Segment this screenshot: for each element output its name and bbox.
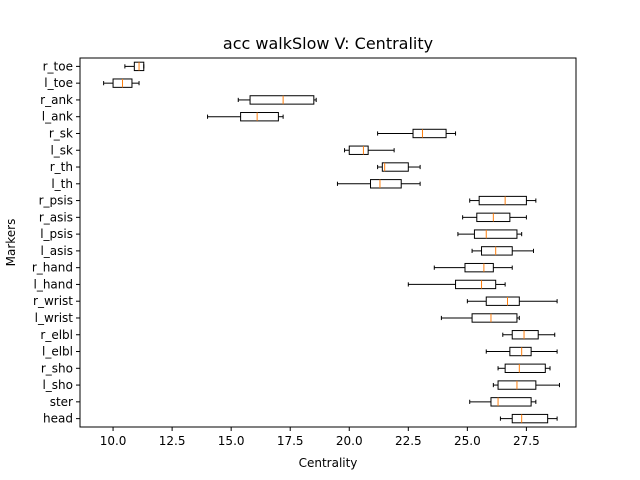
y-tick-label: r_sk: [49, 126, 73, 140]
box-l_toe: [103, 78, 140, 88]
box-iqr: [381, 162, 409, 172]
box-iqr: [485, 296, 520, 306]
x-tick-label: 27.5: [513, 434, 540, 448]
box-iqr: [455, 279, 497, 290]
y-tick-label: l_wrist: [35, 311, 74, 325]
box-ster: [469, 397, 537, 407]
box-iqr: [471, 313, 518, 323]
y-tick-label: r_hand: [32, 261, 73, 275]
box-l_asis: [471, 246, 534, 256]
box-iqr: [412, 128, 447, 139]
y-tick-label: l_sk: [50, 143, 73, 157]
y-tick-label: ster: [50, 395, 73, 409]
box-r_th: [377, 162, 421, 172]
x-tick-label: 22.5: [395, 434, 422, 448]
box-l_elbl: [485, 346, 558, 357]
x-tick-label: 10.0: [100, 434, 127, 448]
box-r_sho: [497, 363, 551, 373]
y-tick-label: head: [43, 412, 73, 426]
box-r_elbl: [502, 330, 556, 340]
box-r_psis: [469, 195, 537, 206]
box-iqr: [490, 397, 532, 407]
plot-frame: [79, 57, 577, 428]
y-tick-label: l_th: [51, 177, 73, 191]
box-iqr: [464, 262, 494, 273]
y-tick-label: l_sho: [42, 378, 73, 392]
x-tick-label: 20.0: [336, 434, 363, 448]
box-iqr: [509, 346, 532, 357]
y-tick-label: l_hand: [33, 277, 73, 291]
y-tick-label: l_toe: [44, 76, 73, 90]
x-axis-ticks: 10.0 12.5 15.0 17.5 20.0 22.5 25.0 27.5: [100, 427, 540, 448]
box-l_hand: [407, 279, 506, 290]
box-l_sk: [344, 145, 395, 155]
box-iqr: [504, 363, 546, 373]
y-axis-label: Markers: [4, 219, 18, 267]
y-tick-label: r_sho: [41, 361, 73, 375]
y-tick-label: r_asis: [39, 210, 73, 224]
y-axis-ticks: r_toe l_toe r_ank l_ank r_sk l_sk r_th l_th r_ps…: [32, 59, 80, 426]
x-tick-label: 15.0: [218, 434, 245, 448]
box-iqr: [473, 229, 518, 239]
box-l_ank: [207, 112, 284, 122]
box-iqr: [511, 330, 539, 340]
box-l_th: [336, 179, 421, 189]
box-iqr: [348, 145, 369, 155]
box-r_ank: [237, 95, 317, 105]
box-l_psis: [457, 229, 523, 239]
box-iqr: [478, 195, 527, 206]
box-r_toe: [124, 61, 145, 72]
box-r_hand: [433, 262, 513, 273]
y-tick-label: l_ank: [42, 110, 73, 124]
y-tick-label: r_th: [50, 160, 73, 174]
box-l_sho: [492, 380, 560, 390]
box-iqr: [370, 179, 402, 189]
box-iqr: [249, 95, 315, 105]
y-tick-label: l_asis: [40, 244, 73, 258]
box-r_wrist: [466, 296, 558, 306]
chart-title: acc walkSlow V: Centrality: [223, 34, 433, 53]
plot-marks: [103, 61, 560, 424]
box-l_wrist: [440, 313, 520, 323]
y-tick-label: r_psis: [39, 194, 73, 208]
box-head: [499, 413, 558, 424]
x-tick-label: 12.5: [159, 434, 186, 448]
y-tick-label: r_elbl: [40, 328, 73, 342]
x-tick-label: 17.5: [277, 434, 304, 448]
y-tick-label: r_ank: [40, 93, 73, 107]
y-tick-label: l_psis: [40, 227, 73, 241]
x-axis-label: Centrality: [299, 456, 358, 470]
y-tick-label: r_wrist: [33, 294, 73, 308]
box-r_sk: [377, 128, 457, 139]
box-iqr: [240, 112, 279, 122]
y-tick-label: l_elbl: [42, 345, 73, 359]
box-r_asis: [462, 212, 527, 223]
y-tick-label: r_toe: [43, 59, 73, 73]
x-tick-label: 25.0: [454, 434, 481, 448]
box-iqr: [511, 413, 549, 424]
box-iqr: [481, 246, 513, 256]
